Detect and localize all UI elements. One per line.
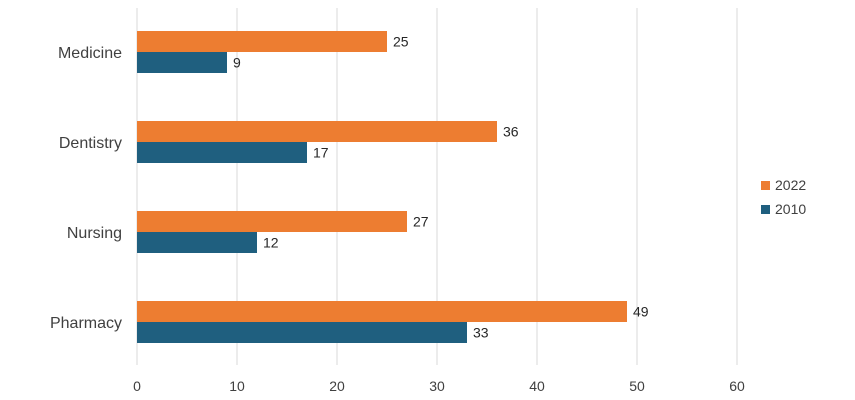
category-label: Medicine — [58, 45, 122, 62]
data-label: 9 — [233, 55, 241, 71]
category-label: Dentistry — [59, 135, 122, 152]
data-label: 49 — [633, 304, 649, 320]
legend-swatch — [761, 181, 770, 190]
data-label: 33 — [473, 325, 489, 341]
x-tick-label: 10 — [229, 378, 245, 394]
x-tick-label: 30 — [429, 378, 445, 394]
bar-2010-dentistry — [137, 142, 307, 163]
data-label: 12 — [263, 235, 279, 251]
legend: 2022 2010 — [761, 177, 806, 217]
x-tick-label: 60 — [729, 378, 745, 394]
legend-swatch — [761, 205, 770, 214]
x-tick-label: 40 — [529, 378, 545, 394]
x-tick-label: 0 — [133, 378, 141, 394]
bar-series: 25 9 36 17 27 12 49 33 — [137, 31, 649, 343]
data-label: 36 — [503, 124, 519, 140]
bar-2010-pharmacy — [137, 322, 467, 343]
x-axis-ticks: 0 10 20 30 40 50 60 — [133, 378, 745, 394]
data-label: 25 — [393, 34, 409, 50]
category-label: Nursing — [67, 225, 122, 242]
legend-label: 2022 — [775, 177, 806, 193]
data-label: 27 — [413, 214, 429, 230]
bar-2010-medicine — [137, 52, 227, 73]
bar-2022-nursing — [137, 211, 407, 232]
bar-2022-pharmacy — [137, 301, 627, 322]
data-label: 17 — [313, 145, 329, 161]
grid-lines — [136, 8, 738, 365]
bar-2022-medicine — [137, 31, 387, 52]
category-labels: Medicine Dentistry Nursing Pharmacy — [50, 45, 122, 332]
category-label: Pharmacy — [50, 315, 122, 332]
bar-2022-dentistry — [137, 121, 497, 142]
bar-2010-nursing — [137, 232, 257, 253]
x-tick-label: 50 — [629, 378, 645, 394]
x-tick-label: 20 — [329, 378, 345, 394]
legend-label: 2010 — [775, 201, 806, 217]
